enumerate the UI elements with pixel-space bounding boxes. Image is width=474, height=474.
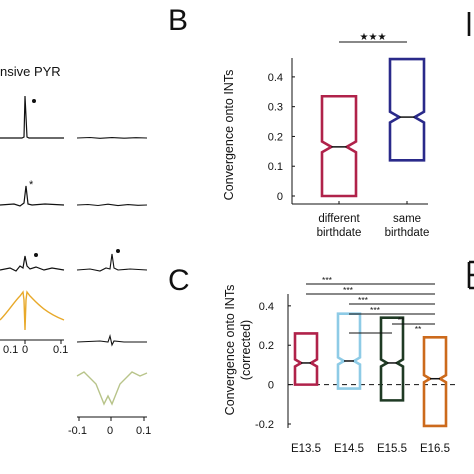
y-tick-label: 0.4 bbox=[259, 301, 274, 313]
trace-row3-a bbox=[0, 255, 65, 272]
box-3 bbox=[422, 336, 448, 428]
left-x-tick-label: 0.1 bbox=[3, 344, 18, 356]
panel-label-c: C bbox=[168, 264, 190, 297]
x-tick-label: E14.5 bbox=[334, 443, 364, 455]
x-tick-label: birthdate bbox=[317, 227, 362, 239]
left-x-tick-label: -0.1 bbox=[68, 425, 87, 437]
peak-dot-row3 bbox=[34, 253, 38, 257]
significance-label: *** bbox=[370, 305, 381, 315]
y-tick-label: 0.3 bbox=[268, 102, 283, 114]
significance-label: ★★★ bbox=[360, 32, 387, 43]
y-tick-label: 0.1 bbox=[268, 161, 283, 173]
olive-correlogram bbox=[76, 371, 148, 406]
y-tick-label: -0.2 bbox=[255, 419, 274, 431]
orange-correlogram bbox=[0, 290, 65, 331]
chart-c: -0.2 0 0.2 0.4 Convergence onto INTs (correct… bbox=[223, 275, 455, 455]
y-axis-label: Convergence onto INTs bbox=[223, 285, 237, 416]
box-1 bbox=[388, 57, 426, 162]
panel-label-fragment-bottom bbox=[467, 260, 474, 290]
x-tick-label: E16.5 bbox=[420, 443, 450, 455]
y-tick-label: 0.2 bbox=[259, 340, 274, 352]
chart-b: 0 0.1 0.2 0.3 0.4 Convergence onto INTs differ… bbox=[222, 32, 429, 239]
peak-star-row2: * bbox=[29, 179, 34, 191]
trace-row5-b bbox=[76, 333, 147, 347]
box-0 bbox=[320, 94, 358, 198]
y-tick-label: 0.2 bbox=[268, 131, 283, 143]
panel-label-b: B bbox=[168, 4, 188, 37]
y-axis-label: Convergence onto INTs bbox=[222, 70, 236, 201]
significance-label: ** bbox=[398, 315, 405, 325]
trace-row1-b bbox=[76, 136, 148, 139]
significance-label: ** bbox=[415, 324, 422, 334]
left-x-tick-label: 0 bbox=[22, 344, 28, 356]
y-tick-label: 0.4 bbox=[268, 72, 283, 84]
peak-dot-row1 bbox=[32, 99, 36, 103]
left-panel-title: nsive PYR bbox=[0, 64, 61, 79]
trace-row2-a bbox=[0, 185, 65, 207]
x-tick-label: different bbox=[318, 213, 360, 225]
trace-row3-b bbox=[76, 253, 148, 272]
box-1 bbox=[336, 312, 362, 390]
box-2 bbox=[379, 316, 405, 402]
left-x-tick-label: 0.1 bbox=[136, 425, 151, 437]
significance-label: *** bbox=[322, 275, 333, 285]
x-tick-label: E15.5 bbox=[377, 443, 407, 455]
left-x-tick-label: 0.1 bbox=[53, 344, 68, 356]
y-axis-label-2: (corrected) bbox=[239, 320, 253, 380]
trace-row1-a bbox=[0, 95, 64, 139]
left-x-tick-label: 0 bbox=[107, 425, 113, 437]
significance-label: *** bbox=[358, 295, 369, 305]
x-tick-label: E13.5 bbox=[291, 443, 321, 455]
significance-label: *** bbox=[343, 285, 354, 295]
y-tick-label: 0 bbox=[268, 380, 274, 392]
peak-dot-row3-b bbox=[116, 249, 120, 253]
left-panel: nsive PYR * 0.1 0 0.1 -0.1 0 0.1 bbox=[0, 64, 151, 437]
x-tick-label: birthdate bbox=[385, 227, 430, 239]
x-tick-label: same bbox=[393, 213, 421, 225]
y-tick-label: 0 bbox=[277, 191, 283, 203]
box-0 bbox=[293, 332, 319, 386]
trace-row2-b bbox=[76, 203, 148, 207]
